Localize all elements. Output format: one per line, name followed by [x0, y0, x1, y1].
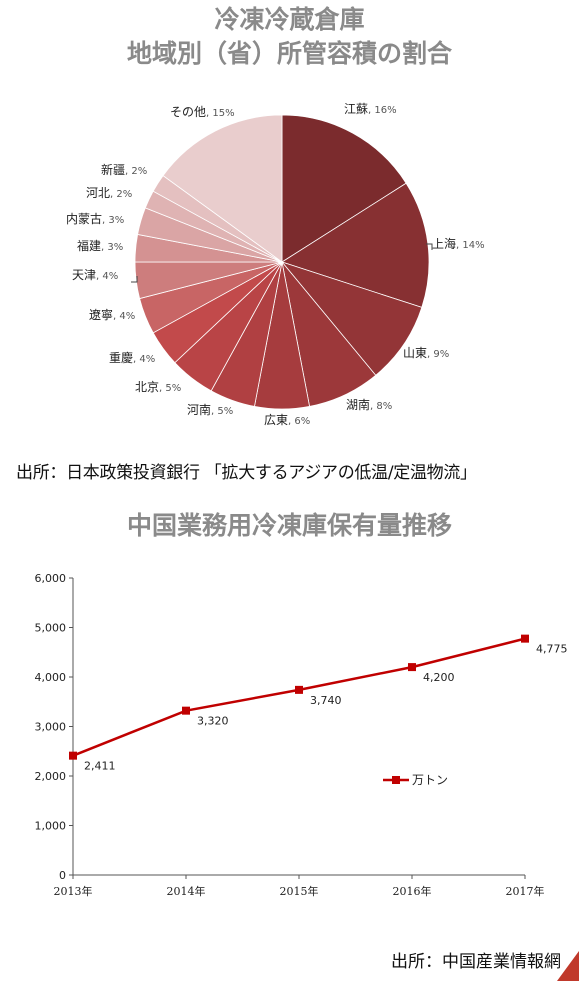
- pie-chart: 江蘇, 16%上海, 14%山東, 9%湖南, 8%広東, 6%河南, 5%北京…: [66, 102, 485, 427]
- pie-label-value-8: , 4%: [113, 311, 135, 322]
- pie-leader-line: [131, 276, 138, 283]
- pie-label-name-14: その他: [170, 105, 206, 119]
- pie-label-0: 江蘇, 16%: [344, 102, 397, 116]
- pie-slice-14: [162, 114, 283, 263]
- line-chart-title: 中国業務用冷凍庫保有量推移: [126, 511, 452, 540]
- pie-label-4: 広東, 6%: [264, 413, 310, 427]
- pie-label-value-5: , 5%: [211, 406, 233, 417]
- pie-label-8: 遼寧, 4%: [89, 307, 135, 322]
- pie-label-14: その他, 15%: [170, 105, 235, 119]
- series-point-4: [521, 634, 529, 643]
- pie-label-name-2: 山東: [403, 346, 427, 360]
- pie-chart-title: 冷凍冷蔵倉庫: [214, 5, 365, 34]
- pie-label-value-1: , 14%: [456, 240, 485, 251]
- line-chart-source: 出所：中国産業情報網: [391, 952, 561, 972]
- series-point-2: [295, 685, 303, 694]
- pie-label-name-0: 江蘇: [344, 102, 368, 116]
- pie-label-13: 新疆, 2%: [101, 162, 147, 177]
- y-tick-label: 0: [59, 869, 66, 882]
- pie-leader-line: [426, 243, 433, 250]
- y-tick-label: 1,000: [35, 820, 67, 833]
- pie-label-value-12: , 2%: [110, 189, 132, 200]
- y-tick-label: 5,000: [35, 622, 67, 635]
- pie-label-name-12: 河北: [86, 186, 110, 200]
- pie-label-name-11: 内蒙古: [66, 211, 102, 226]
- x-tick-label: 2013年: [54, 884, 93, 898]
- pie-label-5: 河南, 5%: [187, 402, 233, 417]
- pie-slice-0: [281, 114, 407, 263]
- pie-label-12: 河北, 2%: [86, 186, 132, 200]
- pie-label-11: 内蒙古, 3%: [66, 211, 124, 226]
- pie-label-value-11: , 3%: [102, 215, 124, 226]
- y-tick-label: 3,000: [35, 721, 67, 734]
- y-tick-label: 2,000: [35, 770, 67, 783]
- x-tick-label: 2015年: [280, 884, 319, 898]
- pie-label-name-1: 上海: [432, 236, 456, 251]
- series-line: [72, 637, 526, 757]
- data-label-0: 2,411: [84, 760, 116, 773]
- pie-label-name-6: 北京: [135, 380, 159, 394]
- pie-label-2: 山東, 9%: [403, 346, 449, 360]
- pie-label-9: 天津, 4%: [72, 268, 118, 282]
- series-point-3: [408, 663, 416, 672]
- pie-slice-2: [280, 261, 423, 376]
- pie-label-name-7: 重慶: [109, 351, 133, 365]
- x-tick-label: 2014年: [167, 884, 206, 898]
- data-label-2: 3,740: [310, 694, 342, 707]
- pie-label-name-10: 福建: [77, 238, 101, 253]
- pie-label-value-9: , 4%: [96, 271, 118, 282]
- pie-label-value-10: , 3%: [101, 242, 123, 253]
- pie-label-10: 福建, 3%: [77, 238, 123, 253]
- pie-label-value-14: , 15%: [206, 108, 235, 119]
- pie-label-value-3: , 8%: [370, 401, 392, 412]
- pie-label-name-4: 広東: [264, 413, 288, 427]
- pie-label-name-8: 遼寧: [89, 307, 113, 322]
- series-point-1: [182, 706, 190, 715]
- x-tick-label: 2017年: [506, 884, 545, 898]
- pie-label-value-0: , 16%: [368, 105, 397, 116]
- pie-label-value-2: , 9%: [427, 349, 449, 360]
- pie-label-value-6: , 5%: [159, 383, 181, 394]
- data-label-3: 4,200: [423, 671, 455, 684]
- pie-chart-source: 出所：日本政策投資銀行 「拡大するアジアの低温/定温物流」: [16, 463, 477, 483]
- pie-label-name-13: 新疆: [101, 162, 125, 177]
- legend-marker: [392, 776, 400, 784]
- pie-label-name-3: 湖南: [346, 397, 370, 412]
- pie-label-name-5: 河南: [187, 402, 211, 417]
- pie-label-3: 湖南, 8%: [346, 397, 392, 412]
- pie-label-value-4: , 6%: [288, 416, 310, 427]
- data-label-1: 3,320: [197, 715, 229, 728]
- corner-accent-decoration: [557, 951, 579, 981]
- x-tick-label: 2016年: [393, 884, 432, 898]
- pie-label-7: 重慶, 4%: [109, 351, 155, 365]
- y-tick-label: 4,000: [35, 671, 67, 684]
- y-tick-label: 6,000: [35, 572, 67, 585]
- pie-label-name-9: 天津: [72, 268, 96, 282]
- data-label-4: 4,775: [536, 643, 568, 656]
- series-point-0: [69, 751, 77, 760]
- pie-chart-subtitle: 地域別（省）所管容積の割合: [126, 39, 452, 68]
- legend-label: 万トン: [412, 773, 448, 787]
- pie-label-1: 上海, 14%: [432, 236, 485, 251]
- pie-label-value-7: , 4%: [133, 354, 155, 365]
- pie-label-value-13: , 2%: [125, 166, 147, 177]
- pie-label-6: 北京, 5%: [135, 380, 181, 394]
